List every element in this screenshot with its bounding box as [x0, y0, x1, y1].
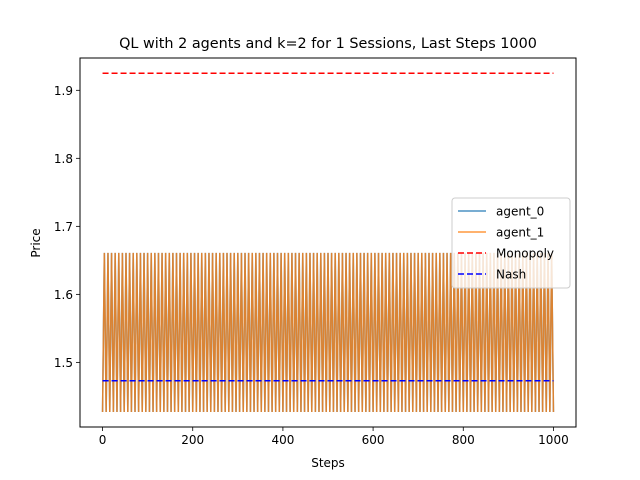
y-tick-label: 1.7: [54, 220, 73, 234]
y-tick-label: 1.9: [54, 84, 73, 98]
chart-title: QL with 2 agents and k=2 for 1 Sessions,…: [119, 36, 537, 52]
x-axis-label: Steps: [311, 456, 345, 470]
plot-area: [101, 72, 555, 413]
legend: agent_0 agent_1 Monopoly Nash: [451, 197, 571, 289]
y-axis-label: Price: [29, 228, 43, 257]
legend-label: Nash: [496, 268, 526, 282]
x-tick-label: 1000: [538, 433, 569, 447]
x-tick-label: 0: [99, 433, 107, 447]
x-tick-label: 400: [271, 433, 294, 447]
x-tick-label: 800: [452, 433, 475, 447]
y-tick-label: 1.5: [54, 356, 73, 370]
legend-box: [451, 197, 571, 289]
y-tick-label: 1.6: [54, 288, 73, 302]
series-line-agent-1: [101, 252, 555, 413]
x-tick-label: 200: [181, 433, 204, 447]
legend-label: Monopoly: [496, 247, 554, 261]
legend-label: agent_0: [496, 205, 544, 219]
x-tick-label: 600: [362, 433, 385, 447]
legend-label: agent_1: [496, 226, 544, 240]
ticks: 0 200 400 600 800 1000 1.5 1.6 1.7 1.8 1.9: [54, 84, 569, 447]
axes-frame: [79, 57, 577, 428]
y-tick-label: 1.8: [54, 152, 73, 166]
